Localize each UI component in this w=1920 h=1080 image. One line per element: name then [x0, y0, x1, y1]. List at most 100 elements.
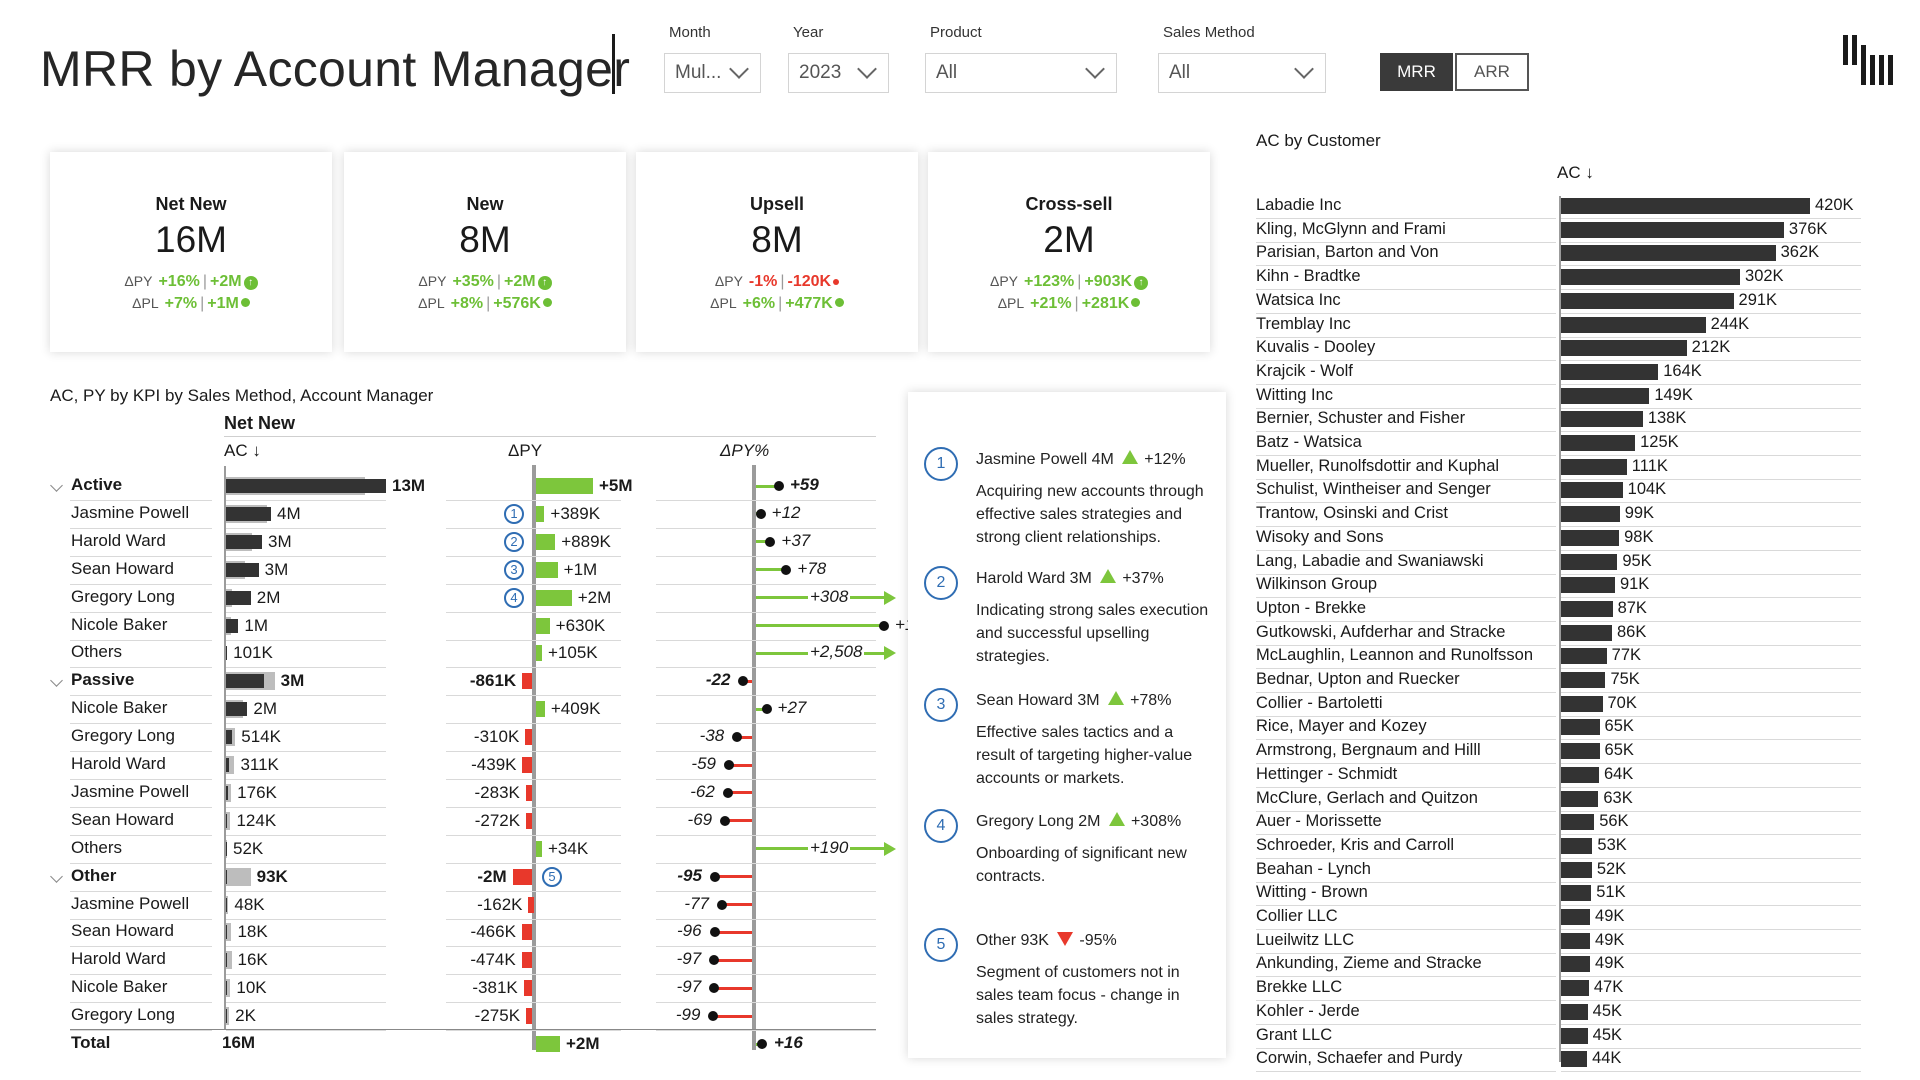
customer-bar[interactable]: [1561, 553, 1618, 570]
customer-name[interactable]: Mueller, Runolfsdottir and Kuphal: [1256, 456, 1500, 475]
customer-bar[interactable]: [1561, 648, 1607, 665]
customer-bar[interactable]: [1561, 411, 1643, 428]
col-dpy-header[interactable]: ΔPY: [508, 441, 543, 460]
customer-bar[interactable]: [1561, 363, 1659, 380]
customer-bar[interactable]: [1561, 198, 1810, 214]
customer-name[interactable]: Krajcik - Wolf: [1256, 361, 1353, 380]
row-label[interactable]: Others: [71, 837, 123, 857]
row-label[interactable]: Jasmine Powell: [71, 893, 190, 913]
customer-name[interactable]: Collier - Bartoletti: [1256, 693, 1383, 712]
customer-bar[interactable]: [1561, 292, 1734, 309]
customer-name[interactable]: Schroeder, Kris and Carroll: [1256, 835, 1455, 854]
customer-bar[interactable]: [1561, 624, 1612, 641]
customer-name[interactable]: Auer - Morissette: [1256, 812, 1382, 831]
row-label[interactable]: Jasmine Powell: [71, 781, 190, 801]
customer-bar[interactable]: [1561, 719, 1600, 736]
col-ac-header[interactable]: AC ↓: [224, 441, 261, 460]
customer-name[interactable]: Batz - Watsica: [1256, 433, 1362, 451]
filter-dropdown[interactable]: All: [925, 53, 1117, 93]
customer-col-header[interactable]: AC ↓: [1557, 163, 1594, 182]
arr-toggle-button[interactable]: ARR: [1455, 53, 1529, 91]
group-row-label[interactable]: Active: [71, 475, 123, 494]
customer-name[interactable]: Gutkowski, Aufderhar and Stracke: [1256, 622, 1506, 641]
row-label[interactable]: Jasmine Powell: [71, 502, 190, 522]
customer-bar[interactable]: [1561, 506, 1620, 523]
customer-bar[interactable]: [1561, 1003, 1588, 1020]
customer-name[interactable]: Lang, Labadie and Swaniawski: [1256, 551, 1484, 570]
customer-name[interactable]: Kihn - Bradtke: [1256, 267, 1361, 286]
customer-name[interactable]: Witting Inc: [1256, 385, 1334, 404]
annotation-number[interactable]: 1: [924, 447, 958, 481]
customer-bar[interactable]: [1561, 672, 1606, 688]
customer-name[interactable]: Bernier, Schuster and Fisher: [1256, 409, 1466, 428]
customer-name[interactable]: Brekke LLC: [1256, 978, 1343, 997]
customer-name[interactable]: Witting - Brown: [1256, 883, 1368, 902]
annotation-number[interactable]: 3: [924, 688, 958, 722]
filter-dropdown[interactable]: All: [1158, 53, 1326, 93]
customer-name[interactable]: Upton - Brekke: [1256, 598, 1367, 617]
customer-bar[interactable]: [1561, 269, 1741, 286]
group-row-label[interactable]: Other: [71, 865, 117, 885]
customer-name[interactable]: Collier LLC: [1256, 907, 1338, 925]
row-label[interactable]: Harold Ward: [71, 530, 166, 550]
customer-bar[interactable]: [1561, 482, 1623, 499]
customer-bar[interactable]: [1561, 861, 1592, 878]
kpi-card[interactable]: Cross-sell 2M ΔPY +123% | +903K ↑ ΔPL +21% | +281K: [928, 152, 1210, 352]
row-label[interactable]: Sean Howard: [71, 558, 175, 578]
customer-name[interactable]: McLaughlin, Leannon and Runolfsson: [1256, 646, 1534, 665]
customer-bar[interactable]: [1561, 909, 1591, 925]
customer-name[interactable]: Watsica Inc: [1256, 290, 1341, 309]
kpi-card[interactable]: Upsell 8M ΔPY -1% | -120K ΔPL +6% | +477K: [636, 152, 918, 352]
customer-name[interactable]: Tremblay Inc: [1256, 314, 1351, 333]
customer-name[interactable]: Lueilwitz LLC: [1256, 930, 1355, 949]
row-label[interactable]: Nicole Baker: [71, 698, 168, 718]
group-row-label[interactable]: Passive: [71, 670, 135, 690]
row-label[interactable]: Gregory Long: [71, 586, 175, 606]
kpi-card[interactable]: New 8M ΔPY +35% | +2M ↑ ΔPL +8% | +576K: [344, 152, 626, 352]
customer-bar[interactable]: [1561, 1051, 1588, 1068]
customer-name[interactable]: Wilkinson Group: [1256, 575, 1378, 594]
customer-name[interactable]: Kohler - Jerde: [1256, 1001, 1360, 1020]
row-label[interactable]: Gregory Long: [71, 1005, 175, 1025]
customer-name[interactable]: Schulist, Wintheiser and Senger: [1256, 480, 1491, 499]
customer-name[interactable]: Kuvalis - Dooley: [1256, 338, 1376, 357]
customer-bar[interactable]: [1561, 814, 1595, 831]
col-dpy-pct-header[interactable]: ΔPY%: [720, 441, 770, 460]
callout-marker[interactable]: 2: [504, 531, 524, 552]
row-label[interactable]: Nicole Baker: [71, 977, 168, 997]
customer-bar[interactable]: [1561, 529, 1620, 546]
expand-chevron-icon[interactable]: [50, 674, 63, 688]
row-label[interactable]: Sean Howard: [71, 809, 175, 829]
customer-name[interactable]: Bednar, Upton and Ruecker: [1256, 670, 1460, 688]
row-label[interactable]: Nicole Baker: [71, 614, 168, 634]
customer-name[interactable]: Armstrong, Bergnaum and Hilll: [1256, 741, 1481, 760]
customer-bar[interactable]: [1561, 766, 1599, 783]
customer-bar[interactable]: [1561, 600, 1613, 617]
expand-chevron-icon[interactable]: [50, 479, 63, 492]
customer-bar[interactable]: [1561, 837, 1593, 854]
row-label[interactable]: Harold Ward: [71, 754, 166, 773]
customer-name[interactable]: Trantow, Osinski and Crist: [1256, 504, 1448, 523]
customer-bar[interactable]: [1561, 932, 1591, 949]
row-label[interactable]: Sean Howard: [71, 921, 175, 941]
customer-bar[interactable]: [1561, 340, 1687, 357]
mrr-toggle-button[interactable]: MRR: [1380, 53, 1453, 91]
annotation-number[interactable]: 5: [924, 928, 958, 962]
callout-marker[interactable]: 3: [504, 559, 524, 580]
customer-bar[interactable]: [1561, 435, 1636, 451]
customer-bar[interactable]: [1561, 221, 1784, 238]
customer-name[interactable]: Hettinger - Schmidt: [1256, 764, 1398, 783]
customer-name[interactable]: Labadie Inc: [1256, 196, 1342, 214]
callout-marker[interactable]: 1: [504, 503, 524, 524]
expand-chevron-icon[interactable]: [50, 869, 63, 883]
callout-marker[interactable]: 5: [542, 866, 562, 887]
customer-name[interactable]: Grant LLC: [1256, 1025, 1333, 1044]
annotation-number[interactable]: 2: [924, 566, 958, 600]
customer-bar[interactable]: [1561, 458, 1627, 475]
kpi-card[interactable]: Net New 16M ΔPY +16% | +2M ↑ ΔPL +7% | +1M: [50, 152, 332, 352]
customer-bar[interactable]: [1561, 885, 1592, 902]
filter-dropdown[interactable]: Mul...: [664, 53, 761, 93]
customer-name[interactable]: Kling, McGlynn and Frami: [1256, 219, 1446, 238]
row-label[interactable]: Gregory Long: [71, 726, 175, 746]
customer-name[interactable]: Ankunding, Zieme and Stracke: [1256, 954, 1482, 973]
